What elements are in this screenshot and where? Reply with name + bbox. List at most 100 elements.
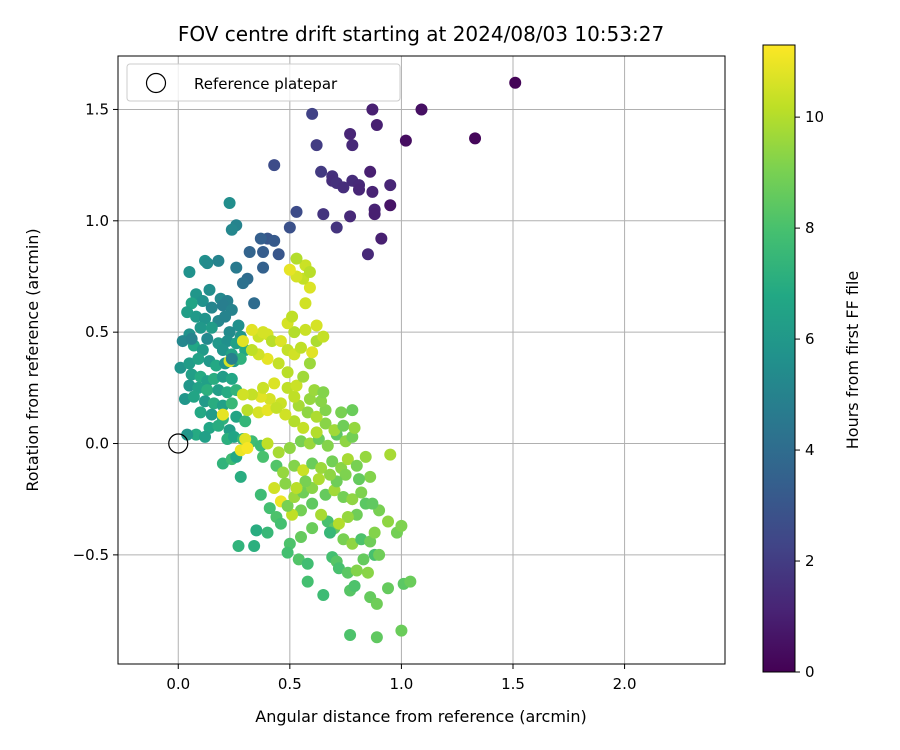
- data-point: [317, 386, 330, 399]
- y-tick-label: 1.5: [85, 100, 109, 118]
- data-point: [254, 232, 267, 245]
- data-point: [225, 372, 238, 385]
- data-point: [288, 390, 301, 403]
- colorbar-tick-label: 8: [805, 219, 815, 237]
- data-point: [373, 548, 386, 561]
- data-point: [324, 468, 337, 481]
- data-point: [192, 352, 205, 365]
- data-point: [205, 301, 218, 314]
- data-point: [346, 404, 359, 417]
- data-point: [245, 388, 258, 401]
- data-point: [290, 252, 303, 265]
- data-point: [230, 261, 243, 274]
- data-point: [274, 517, 287, 530]
- data-point: [290, 379, 303, 392]
- data-point: [346, 537, 359, 550]
- data-point: [241, 441, 254, 454]
- x-tick-label: 1.0: [389, 675, 413, 693]
- data-point: [196, 294, 209, 307]
- data-point: [290, 205, 303, 218]
- data-point: [315, 165, 328, 178]
- data-point: [299, 323, 312, 336]
- data-point: [279, 477, 292, 490]
- data-point: [265, 335, 278, 348]
- data-point: [286, 310, 299, 323]
- gridlines: [118, 56, 725, 664]
- data-point: [234, 470, 247, 483]
- data-point: [181, 428, 194, 441]
- data-point: [272, 357, 285, 370]
- data-point: [203, 283, 216, 296]
- data-point: [248, 297, 261, 310]
- data-point: [301, 575, 314, 588]
- data-point: [294, 504, 307, 517]
- data-point: [361, 566, 374, 579]
- data-point: [330, 221, 343, 234]
- data-point: [317, 588, 330, 601]
- legend-box: [126, 63, 401, 102]
- data-point: [283, 221, 296, 234]
- y-axis-ticks: −0.5 0.0 0.5 1.0 1.5: [73, 100, 118, 564]
- data-point: [216, 457, 229, 470]
- data-point: [303, 437, 316, 450]
- data-point: [294, 341, 307, 354]
- data-point: [236, 388, 249, 401]
- data-point: [317, 330, 330, 343]
- data-point: [199, 430, 212, 443]
- data-point: [361, 248, 374, 261]
- data-point: [257, 261, 270, 274]
- data-point: [310, 410, 323, 423]
- data-point: [326, 455, 339, 468]
- data-point: [370, 119, 383, 132]
- data-point: [366, 497, 379, 510]
- data-point: [306, 522, 319, 535]
- data-point: [270, 401, 283, 414]
- y-tick-label: 0.5: [85, 323, 109, 341]
- data-point: [277, 466, 290, 479]
- data-point: [339, 468, 352, 481]
- data-point: [248, 539, 261, 552]
- data-point: [395, 624, 408, 637]
- data-point: [294, 531, 307, 544]
- data-point: [346, 139, 359, 152]
- data-point: [292, 553, 305, 566]
- data-point: [306, 457, 319, 470]
- x-tick-label: 1.5: [501, 675, 525, 693]
- data-point: [306, 497, 319, 510]
- data-point: [185, 332, 198, 345]
- data-point: [288, 326, 301, 339]
- data-point: [205, 321, 218, 334]
- data-point: [194, 406, 207, 419]
- data-point: [348, 580, 361, 593]
- data-point: [183, 266, 196, 279]
- colorbar-tick-label: 10: [805, 108, 824, 126]
- data-point: [281, 366, 294, 379]
- data-point: [366, 103, 379, 116]
- data-point: [395, 519, 408, 532]
- data-point: [268, 159, 281, 172]
- data-point: [303, 281, 316, 294]
- data-point: [303, 392, 316, 405]
- data-point: [219, 310, 232, 323]
- data-point: [268, 234, 281, 247]
- data-point: [261, 352, 274, 365]
- data-point: [384, 179, 397, 192]
- x-tick-label: 0.0: [166, 675, 190, 693]
- data-point: [319, 488, 332, 501]
- data-point: [223, 196, 236, 209]
- data-point: [310, 319, 323, 332]
- data-point: [337, 181, 350, 194]
- data-point: [469, 132, 482, 145]
- legend-entry-reference: Reference platepar: [194, 75, 338, 93]
- data-point: [297, 370, 310, 383]
- data-point: [364, 470, 377, 483]
- data-point: [286, 508, 299, 521]
- data-point: [299, 475, 312, 488]
- colorbar-tick-label: 2: [805, 552, 815, 570]
- data-point: [257, 450, 270, 463]
- data-point: [174, 361, 187, 374]
- data-point: [274, 335, 287, 348]
- data-point: [232, 319, 245, 332]
- data-point: [236, 277, 249, 290]
- data-point: [181, 306, 194, 319]
